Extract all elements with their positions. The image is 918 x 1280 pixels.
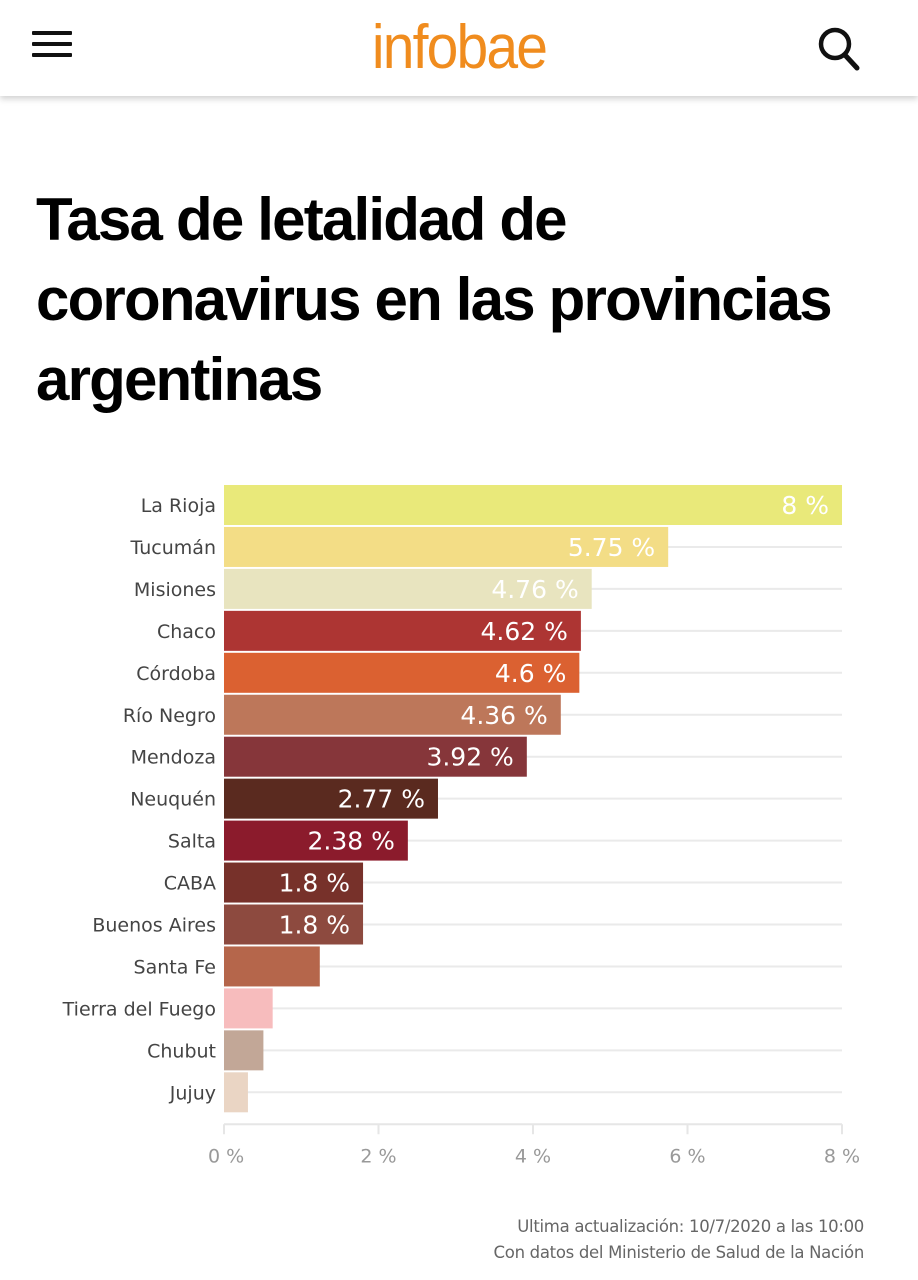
category-label: Buenos Aires (92, 915, 216, 937)
category-label: Neuquén (130, 789, 216, 811)
category-labels: La Rioja Tucumán Misiones Chaco Córdoba Río N… (62, 495, 216, 1104)
value-label: 1.8 % (279, 911, 350, 940)
value-label: 3.92 % (426, 743, 513, 772)
x-tick-label: 0 % (208, 1145, 244, 1167)
bar-santa-fe[interactable] (224, 946, 320, 987)
infobae-logo[interactable]: infobae (371, 13, 548, 82)
category-label: CABA (164, 873, 216, 895)
category-label: Misiones (134, 579, 216, 601)
hamburger-menu-icon[interactable] (32, 28, 74, 62)
bar-c-rdoba[interactable] (224, 652, 580, 693)
category-label: Mendoza (131, 747, 216, 769)
x-tick-label: 4 % (515, 1145, 551, 1167)
chart-footer: Ultima actualización: 10/7/2020 a las 10… (493, 1214, 865, 1266)
bars (224, 485, 842, 1113)
bar-mendoza[interactable] (224, 736, 527, 777)
value-label: 4.36 % (460, 701, 547, 730)
value-label: 2.38 % (307, 827, 394, 856)
value-label: 2.77 % (338, 785, 425, 814)
category-label: Chaco (157, 621, 216, 643)
x-tick-label: 6 % (669, 1145, 705, 1167)
bar-buenos-aires[interactable] (224, 904, 364, 945)
x-tick-label: 8 % (824, 1145, 860, 1167)
category-label: Salta (168, 831, 216, 853)
category-label: Jujuy (169, 1082, 216, 1104)
category-label: La Rioja (141, 495, 216, 517)
data-source-text: Con datos del Ministerio de Salud de la … (493, 1243, 865, 1262)
value-label: 4.76 % (491, 575, 578, 604)
bar-tucum-n[interactable] (224, 526, 669, 567)
category-label: Tucumán (130, 537, 216, 559)
value-label: 4.6 % (495, 659, 566, 688)
category-label: Santa Fe (134, 956, 216, 978)
category-label: Chubut (147, 1040, 216, 1062)
bar-r-o-negro[interactable] (224, 694, 561, 735)
bar-la-rioja[interactable] (224, 485, 842, 525)
bar-caba[interactable] (224, 862, 364, 903)
value-label: 1.8 % (279, 869, 350, 898)
last-update-text: Ultima actualización: 10/7/2020 a las 10… (517, 1217, 864, 1236)
article-title: Tasa de letalidad de coronavirus en las … (36, 186, 833, 413)
bar-salta[interactable] (224, 820, 408, 861)
bar-tierra-del-fuego[interactable] (224, 988, 273, 1029)
bar-chaco[interactable] (224, 610, 581, 651)
x-axis: 0 % 2 % 4 % 6 % 8 % (208, 1123, 860, 1167)
search-icon[interactable] (814, 24, 864, 74)
bar-neuqu-n[interactable] (224, 778, 438, 819)
value-label: 8 % (781, 491, 829, 520)
bar-chart: La Rioja Tucumán Misiones Chaco Córdoba Río N… (62, 485, 860, 1167)
x-tick-label: 2 % (360, 1145, 396, 1167)
category-label: Córdoba (136, 663, 216, 685)
value-labels: 8 %5.75 %4.76 %4.62 %4.6 %4.36 %3.92 %2.… (279, 491, 829, 940)
category-label: Río Negro (123, 705, 216, 727)
bar-jujuy[interactable] (224, 1072, 248, 1113)
top-bar: infobae (0, 0, 918, 96)
category-label: Tierra del Fuego (62, 998, 216, 1020)
bar-chubut[interactable] (224, 1030, 264, 1071)
value-label: 5.75 % (568, 533, 655, 562)
bar-misiones[interactable] (224, 568, 592, 609)
value-label: 4.62 % (481, 617, 568, 646)
